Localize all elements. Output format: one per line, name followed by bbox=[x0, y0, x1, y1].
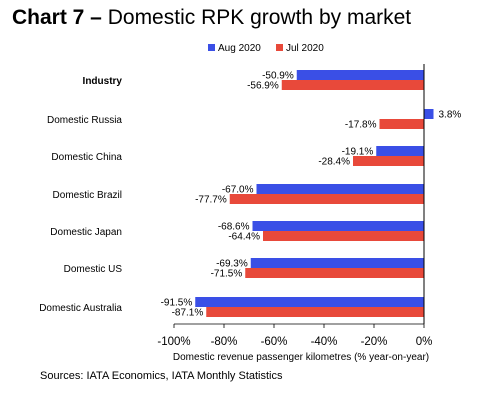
category-label: Domestic Japan bbox=[50, 227, 122, 238]
x-tick-label: -40% bbox=[311, 336, 338, 348]
bar-jul bbox=[379, 119, 424, 129]
data-label: -87.1% bbox=[172, 308, 204, 319]
bar-aug bbox=[376, 146, 424, 156]
legend-swatch-2 bbox=[276, 44, 283, 51]
x-axis-title: Domestic revenue passenger kilometres (%… bbox=[173, 352, 429, 363]
chart-title: Chart 7 – Domestic RPK growth by market bbox=[12, 6, 411, 30]
x-tick-label: -80% bbox=[211, 336, 238, 348]
data-label: -67.0% bbox=[222, 185, 254, 196]
data-label: -64.4% bbox=[228, 232, 260, 243]
x-tick-label: -60% bbox=[261, 336, 288, 348]
data-label: -19.1% bbox=[342, 147, 374, 158]
bar-aug bbox=[256, 184, 424, 194]
category-label: Domestic China bbox=[51, 152, 122, 163]
x-tick-label: -100% bbox=[157, 336, 190, 348]
bar-jul bbox=[281, 80, 424, 90]
data-label: -69.3% bbox=[216, 259, 248, 270]
bar-aug bbox=[195, 297, 424, 307]
data-label: -17.8% bbox=[345, 120, 377, 131]
data-label: -68.6% bbox=[218, 222, 250, 233]
bar-aug bbox=[250, 258, 424, 268]
legend-label-1: Aug 2020 bbox=[218, 43, 261, 54]
source-note: Sources: IATA Economics, IATA Monthly St… bbox=[40, 370, 283, 382]
bar-jul bbox=[229, 194, 424, 204]
data-label: -28.4% bbox=[318, 157, 350, 168]
data-label: -71.5% bbox=[211, 269, 243, 280]
bar-jul bbox=[245, 268, 424, 278]
data-label: -56.9% bbox=[247, 81, 279, 92]
x-tick-label: -20% bbox=[361, 336, 388, 348]
category-label: Domestic Russia bbox=[47, 115, 122, 126]
data-label: -50.9% bbox=[262, 71, 294, 82]
bar-aug bbox=[296, 70, 424, 80]
data-label: -77.7% bbox=[195, 195, 227, 206]
chart-title-text: Domestic RPK growth by market bbox=[107, 6, 412, 29]
chart-number: Chart 7 – bbox=[12, 6, 102, 29]
bar-aug bbox=[252, 221, 424, 231]
category-label: Industry bbox=[83, 76, 123, 87]
category-label: Domestic US bbox=[64, 264, 123, 275]
bar-jul bbox=[206, 307, 424, 317]
legend-label-2: Jul 2020 bbox=[286, 43, 324, 54]
data-label: -91.5% bbox=[161, 298, 193, 309]
x-tick-label: 0% bbox=[416, 336, 433, 348]
data-label: 3.8% bbox=[439, 110, 462, 121]
category-label: Domestic Brazil bbox=[53, 190, 122, 201]
bar-aug bbox=[424, 109, 434, 119]
bar-jul bbox=[353, 156, 424, 166]
legend-swatch-1 bbox=[208, 44, 215, 51]
bar-jul bbox=[263, 231, 424, 241]
category-label: Domestic Australia bbox=[39, 303, 122, 314]
